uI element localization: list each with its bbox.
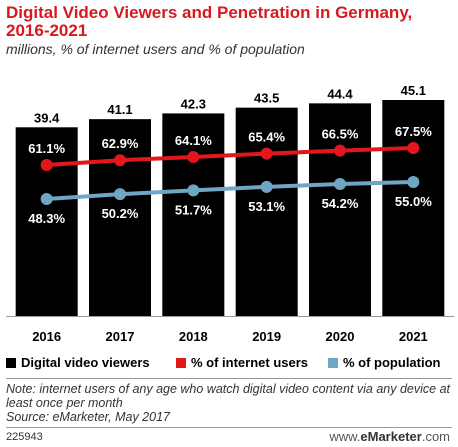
population-label-2016: 48.3% [28,211,65,226]
x-tick-2017: 2017 [106,329,135,344]
bar-2020 [309,103,371,317]
chart-id: 225943 [6,431,43,443]
chart-title: Digital Video Viewers and Penetration in… [6,3,413,40]
internet-users-point-2017 [114,154,126,167]
population-point-2016 [40,193,53,205]
x-tick-2018: 2018 [179,329,208,344]
population-point-2017 [114,188,126,201]
population-label-2020: 54.2% [322,196,359,211]
internet-users-line [46,146,414,167]
internet-users-label-2020: 66.5% [322,127,359,142]
legend-label-population: % of population [343,355,441,370]
bar-2021 [382,100,445,316]
x-tick-2019: 2019 [252,329,281,344]
bar-2016 [15,127,78,316]
population-label-2018: 51.7% [175,202,212,217]
population-label-2019: 53.1% [248,199,285,214]
bar-2017 [89,119,151,316]
internet-users-point-2018 [187,151,200,164]
note-text: Note: internet users of any age who watc… [6,382,451,410]
legend-label-internet: % of internet users [191,355,309,370]
population-line [46,180,414,201]
legend-label-viewers: Digital video viewers [21,355,150,370]
x-tick-2021: 2021 [399,329,428,344]
bar-label-2019: 43.5 [254,91,279,106]
population-point-2020 [334,178,346,191]
brand-suffix: .com [421,429,450,444]
population-point-2021 [407,176,420,188]
brand-link[interactable]: www.eMarketer.com [329,429,450,444]
bar-label-2018: 42.3 [181,96,206,111]
internet-users-label-2017: 62.9% [102,136,139,151]
bar-label-2016: 39.4 [34,110,60,125]
internet-users-point-2016 [40,159,53,171]
chart-subtitle: millions, % of internet users and % of p… [6,41,305,57]
internet-users-label-2021: 67.5% [395,124,432,139]
internet-users-point-2020 [334,144,346,157]
footnote: Note: internet users of any age who watc… [6,382,452,424]
internet-users-label-2016: 61.1% [28,141,65,156]
internet-users-point-2021 [407,142,420,154]
legend-swatch-population [328,357,338,368]
legend-swatch-internet [176,357,186,368]
population-point-2018 [187,184,200,197]
legend-item-population: % of population [328,355,440,370]
brand-prefix: www. [329,429,361,444]
chart-plot: 39.4 41.1 42.3 43.5 44.4 45.1 61.1% 62.9% 64.1% 6… [6,83,454,344]
legend-swatch-viewers [6,357,16,368]
bar-2018 [162,113,225,316]
bar-label-2021: 45.1 [401,83,426,98]
internet-users-point-2019 [260,147,273,160]
chart-legend: Digital video viewers % of internet user… [6,355,458,371]
brand-name: eMarketer [360,429,422,444]
source-text: Source: eMarketer, May 2017 [6,410,170,424]
legend-item-viewers: Digital video viewers [6,355,150,370]
internet-users-label-2018: 64.1% [175,133,212,148]
footer-divider [6,378,452,379]
bar-label-2017: 41.1 [107,102,132,117]
population-label-2017: 50.2% [102,206,139,221]
internet-users-label-2019: 65.4% [248,130,285,145]
population-label-2021: 55.0% [395,194,432,209]
bar-label-2020: 44.4 [327,86,353,101]
x-tick-2016: 2016 [32,329,61,344]
bar-2019 [235,107,298,317]
population-point-2019 [260,180,273,193]
x-tick-2020: 2020 [326,329,355,344]
footer-divider-bottom [6,427,452,428]
legend-item-internet: % of internet users [176,355,308,370]
